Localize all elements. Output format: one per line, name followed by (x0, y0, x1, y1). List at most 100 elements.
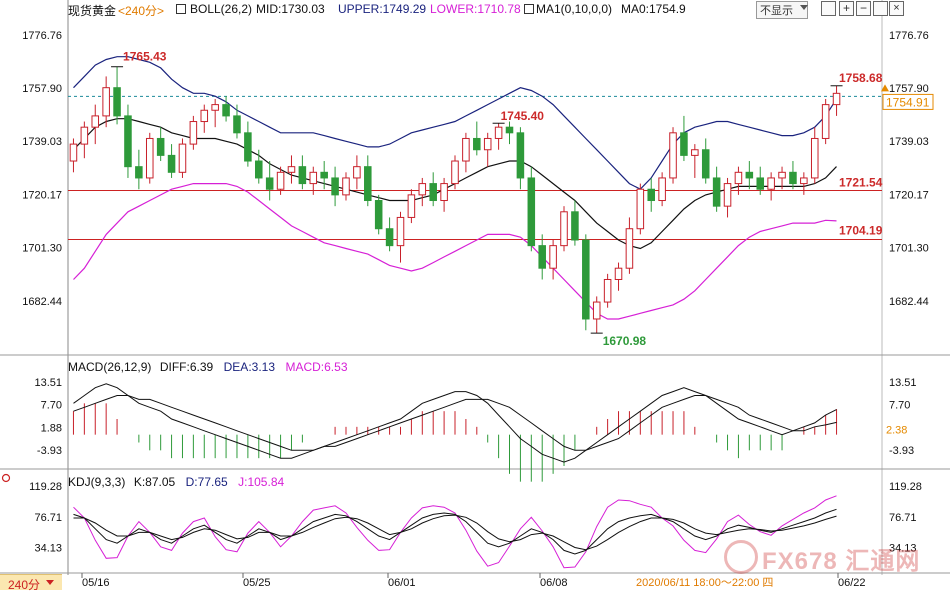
candle-body-2 (91, 115, 100, 128)
hide-button[interactable]: 不显示 (756, 1, 808, 19)
candle-49 (603, 273, 612, 308)
candle-62 (745, 161, 754, 190)
candle-43 (538, 234, 546, 280)
price-header: 现货黄金 <240分> BOLL(26,2) MID:1730.03 UPPER… (0, 0, 950, 19)
candle-19 (276, 166, 285, 195)
candle-41 (516, 127, 525, 190)
candle-18 (265, 161, 274, 201)
header-period[interactable]: <240分> (118, 4, 165, 18)
price-tick-left-2: 1739.03 (22, 136, 62, 148)
ma-icon (524, 4, 534, 14)
price-tick-left-3: 1720.17 (22, 189, 62, 201)
macd-tick-right-0: 13.51 (889, 377, 917, 389)
chevron-down-icon (46, 580, 54, 585)
candle-body-24 (331, 177, 339, 196)
candle-body-32 (418, 183, 427, 196)
price-tick-right-1: 1757.90 (889, 83, 929, 95)
period-button-label: 240分 (8, 578, 41, 592)
candle-body-5 (124, 115, 132, 168)
candle-15 (233, 104, 241, 139)
candle-38 (483, 132, 492, 167)
candle-body-53 (647, 188, 655, 202)
macd-diff: DIFF:6.39 (159, 360, 214, 374)
candle-body-41 (516, 132, 525, 179)
watermark-text: FX678 汇通网 (762, 548, 921, 575)
square-icon[interactable] (821, 1, 836, 16)
candle-body-64 (767, 177, 775, 190)
candle-35 (451, 155, 459, 190)
candle-body-13 (211, 104, 219, 111)
annotation-line2: 1704.19 (839, 223, 883, 237)
candle-body-46 (571, 211, 579, 241)
candle-21 (298, 155, 307, 190)
header-lower: LOWER:1710.78 (430, 2, 521, 16)
candle-body-1 (80, 126, 89, 145)
plus-icon[interactable]: + (839, 1, 854, 16)
candle-9 (167, 144, 176, 178)
price-tick-left-1: 1757.90 (22, 83, 62, 95)
macd-header: MACD(26,12,9) DIFF:6.39 DEA:3.13 MACD:6.… (68, 358, 348, 376)
candle-body-29 (385, 228, 394, 247)
price-tick-right-4: 1701.30 (889, 243, 929, 255)
macd-tick-left-3: -3.93 (37, 445, 62, 457)
kdj-d: D:77.65 (185, 475, 228, 489)
annotation-line1: 1721.54 (839, 176, 883, 190)
candle-48 (592, 296, 601, 334)
period-button[interactable]: 240分 (0, 574, 62, 592)
candle-6 (135, 149, 143, 190)
candle-body-15 (233, 115, 241, 134)
candle-54 (658, 172, 666, 207)
kdj-k-line (73, 508, 837, 555)
candle-4 (113, 66, 121, 125)
price-tick-left-5: 1682.44 (22, 296, 62, 308)
window-icon[interactable] (873, 1, 888, 16)
candle-body-63 (756, 177, 765, 190)
candle-body-66 (789, 171, 797, 185)
candle-body-62 (745, 171, 754, 179)
kdj-tick-left-2: 34.13 (34, 542, 62, 554)
candle-1 (80, 121, 89, 159)
macd-current-label: 2.38 (886, 424, 907, 436)
candle-51 (625, 217, 634, 274)
macd-diff-line (73, 383, 837, 463)
minus-icon[interactable]: − (856, 1, 871, 16)
annotation-high1: 1765.43 (123, 50, 167, 64)
candle-46 (571, 200, 579, 246)
candle-29 (385, 217, 394, 252)
watermark: FX678 汇通网 (724, 538, 942, 575)
candle-36 (462, 132, 470, 173)
candle-body-8 (156, 137, 165, 156)
header-ma0: MA0:1754.9 (621, 2, 686, 16)
candle-body-48 (592, 301, 601, 320)
candle-31 (407, 189, 416, 224)
candle-61 (734, 166, 743, 195)
candle-body-21 (298, 166, 307, 185)
candle-45 (560, 206, 568, 252)
candle-body-65 (778, 171, 786, 179)
annotation-last-high: 1758.68 (839, 71, 883, 85)
candle-64 (767, 172, 775, 201)
kdj-tick-right-2: 34.13 (889, 542, 917, 554)
candle-body-11 (189, 121, 198, 145)
candle-13 (211, 98, 219, 128)
candle-28 (374, 194, 383, 235)
candle-body-27 (364, 166, 372, 202)
header-upper: UPPER:1749.29 (338, 2, 427, 16)
kdj-tick-left-0: 119.28 (29, 481, 62, 493)
candle-body-0 (69, 143, 78, 162)
candle-44 (549, 240, 557, 280)
candle-22 (309, 166, 318, 195)
candle-body-38 (483, 137, 492, 151)
candle-body-30 (396, 216, 405, 247)
candle-body-6 (135, 166, 143, 179)
chevron-down-icon[interactable] (800, 5, 808, 10)
candle-body-45 (560, 211, 568, 247)
candle-56 (680, 115, 688, 162)
candle-body-67 (800, 177, 808, 185)
candle-30 (396, 211, 405, 263)
close-icon[interactable]: × (889, 1, 904, 16)
candle-body-40 (505, 126, 514, 134)
kdj-header: KDJ(9,3,3) K:87.05 D:77.65 J:105.84 (68, 473, 284, 491)
candle-70 (832, 85, 841, 116)
